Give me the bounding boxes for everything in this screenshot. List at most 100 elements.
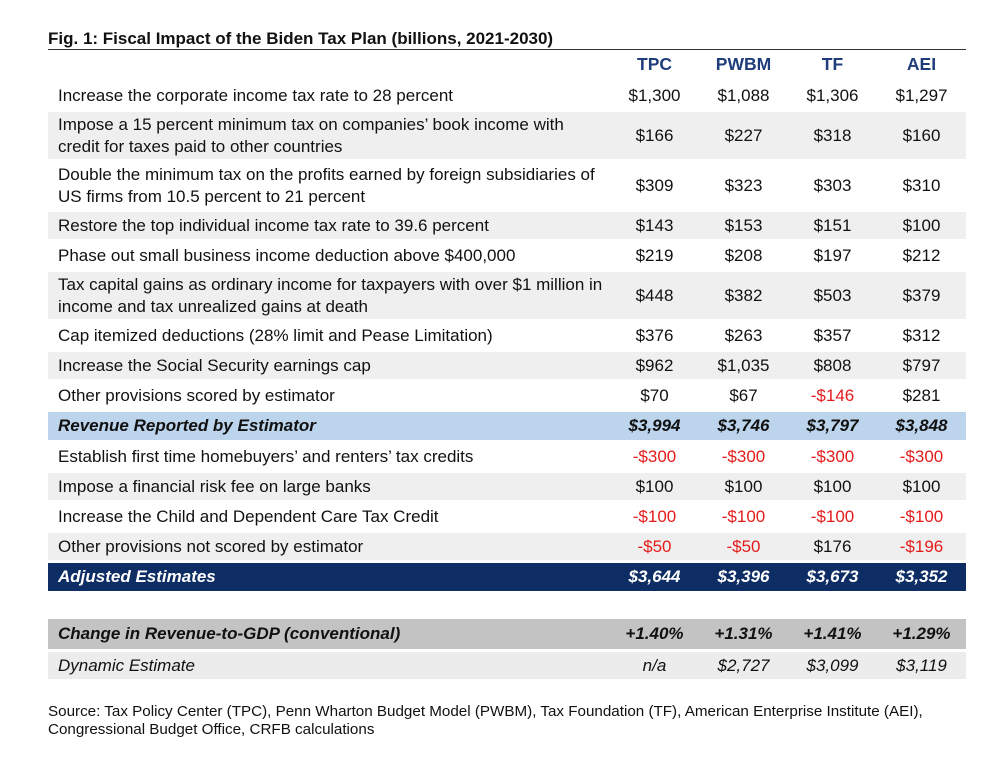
dynamic-estimate-row: Dynamic Estimate n/a $2,727 $3,099 $3,11… — [48, 652, 966, 679]
value-tpc: $962 — [610, 352, 699, 379]
value-pwbm: $382 — [699, 272, 788, 319]
value-tf: $1,306 — [806, 85, 859, 105]
row-label: Double the minimum tax on the profits ea… — [58, 164, 595, 206]
header-pwbm: PWBM — [715, 54, 772, 74]
row-label: Change in Revenue-to-GDP (conventional) — [48, 619, 610, 649]
value-pwbm: $67 — [729, 385, 758, 405]
value-tf: $3,099 — [788, 652, 877, 679]
table-row: Increase the Child and Dependent Care Ta… — [48, 503, 966, 530]
value-tpc: $448 — [610, 272, 699, 319]
table-header-row: TPC PWBM TF AEI — [48, 50, 966, 79]
value-aei: -$196 — [877, 533, 966, 560]
value-aei: $312 — [902, 325, 941, 345]
value-tf: -$300 — [810, 446, 855, 466]
value-tf: $3,797 — [788, 412, 877, 440]
value-aei: $310 — [902, 175, 941, 195]
value-tf: $151 — [788, 212, 877, 239]
value-tf: $357 — [813, 325, 852, 345]
revenue-total-row: Revenue Reported by Estimator $3,994 $3,… — [48, 412, 966, 440]
row-label: Dynamic Estimate — [48, 652, 610, 679]
value-tpc: $166 — [610, 112, 699, 159]
row-label: Restore the top individual income tax ra… — [48, 212, 610, 239]
value-tpc: $219 — [635, 245, 674, 265]
value-pwbm: -$100 — [721, 506, 766, 526]
value-tpc: $1,300 — [628, 85, 681, 105]
header-aei: AEI — [906, 54, 937, 74]
value-tpc: +1.40% — [610, 619, 699, 649]
value-pwbm: $100 — [699, 473, 788, 500]
table-row: Impose a financial risk fee on large ban… — [48, 473, 966, 500]
value-pwbm: $2,727 — [699, 652, 788, 679]
table-row: Restore the top individual income tax ra… — [48, 212, 966, 239]
value-tpc: n/a — [610, 652, 699, 679]
value-pwbm: -$50 — [699, 533, 788, 560]
row-label: Establish first time homebuyers’ and ren… — [58, 446, 474, 466]
row-label: Revenue Reported by Estimator — [48, 412, 610, 440]
revenue-to-gdp-row: Change in Revenue-to-GDP (conventional) … — [48, 619, 966, 649]
value-tf: +1.41% — [788, 619, 877, 649]
table-row: Establish first time homebuyers’ and ren… — [48, 443, 966, 470]
value-pwbm: $153 — [699, 212, 788, 239]
fiscal-impact-table: TPC PWBM TF AEI Increase the corporate i… — [48, 47, 966, 682]
row-label: Adjusted Estimates — [48, 563, 610, 591]
table-row: Double the minimum tax on the profits ea… — [48, 162, 966, 209]
value-pwbm: $1,035 — [699, 352, 788, 379]
value-tf: $197 — [813, 245, 852, 265]
value-pwbm: $3,396 — [699, 563, 788, 591]
value-tpc: $70 — [640, 385, 669, 405]
source-note: Source: Tax Policy Center (TPC), Penn Wh… — [48, 703, 923, 738]
value-tf: $3,673 — [788, 563, 877, 591]
spacer-cell — [48, 594, 966, 616]
adjusted-total-row: Adjusted Estimates $3,644 $3,396 $3,673 … — [48, 563, 966, 591]
value-tpc: $309 — [635, 175, 674, 195]
value-tpc: $3,994 — [610, 412, 699, 440]
value-pwbm: $3,746 — [699, 412, 788, 440]
value-tpc: $376 — [635, 325, 674, 345]
value-aei: $100 — [877, 473, 966, 500]
value-aei: $797 — [877, 352, 966, 379]
header-label-col — [48, 50, 610, 79]
value-tpc: $100 — [610, 473, 699, 500]
row-label: Impose a 15 percent minimum tax on compa… — [48, 112, 610, 159]
value-tpc: $3,644 — [610, 563, 699, 591]
value-aei: $1,297 — [895, 85, 948, 105]
value-tf: -$100 — [810, 506, 855, 526]
value-tf: $176 — [788, 533, 877, 560]
value-tf: $303 — [813, 175, 852, 195]
value-pwbm: +1.31% — [699, 619, 788, 649]
row-label: Impose a financial risk fee on large ban… — [48, 473, 610, 500]
table-row: Increase the Social Security earnings ca… — [48, 352, 966, 379]
table-container: TPC PWBM TF AEI Increase the corporate i… — [48, 50, 966, 682]
row-label: Cap itemized deductions (28% limit and P… — [58, 325, 493, 345]
table-row: Other provisions not scored by estimator… — [48, 533, 966, 560]
row-label: Increase the Child and Dependent Care Ta… — [58, 506, 439, 526]
value-aei: $281 — [902, 385, 941, 405]
value-tpc: -$100 — [632, 506, 677, 526]
value-pwbm: $323 — [724, 175, 763, 195]
value-pwbm: $227 — [699, 112, 788, 159]
row-label: Tax capital gains as ordinary income for… — [48, 272, 610, 319]
table-row: Impose a 15 percent minimum tax on compa… — [48, 112, 966, 159]
value-aei: -$300 — [899, 446, 944, 466]
value-tf: -$146 — [810, 385, 855, 405]
value-aei: $3,848 — [877, 412, 966, 440]
value-tpc: -$300 — [632, 446, 677, 466]
value-pwbm: $263 — [724, 325, 763, 345]
row-label: Other provisions scored by estimator — [58, 385, 335, 405]
spacer-row — [48, 594, 966, 616]
value-aei: $379 — [877, 272, 966, 319]
value-aei: $3,352 — [877, 563, 966, 591]
value-tpc: -$50 — [610, 533, 699, 560]
value-tf: $100 — [788, 473, 877, 500]
figure-title: Fig. 1: Fiscal Impact of the Biden Tax P… — [48, 29, 554, 48]
table-row: Other provisions scored by estimator $70… — [48, 382, 966, 409]
row-label: Increase the corporate income tax rate t… — [58, 85, 454, 105]
value-aei: +1.29% — [877, 619, 966, 649]
value-pwbm: $1,088 — [717, 85, 770, 105]
row-label: Increase the Social Security earnings ca… — [48, 352, 610, 379]
value-pwbm: $208 — [724, 245, 763, 265]
value-tf: $808 — [788, 352, 877, 379]
value-tpc: $143 — [610, 212, 699, 239]
value-aei: $100 — [877, 212, 966, 239]
title-divider — [48, 49, 966, 50]
